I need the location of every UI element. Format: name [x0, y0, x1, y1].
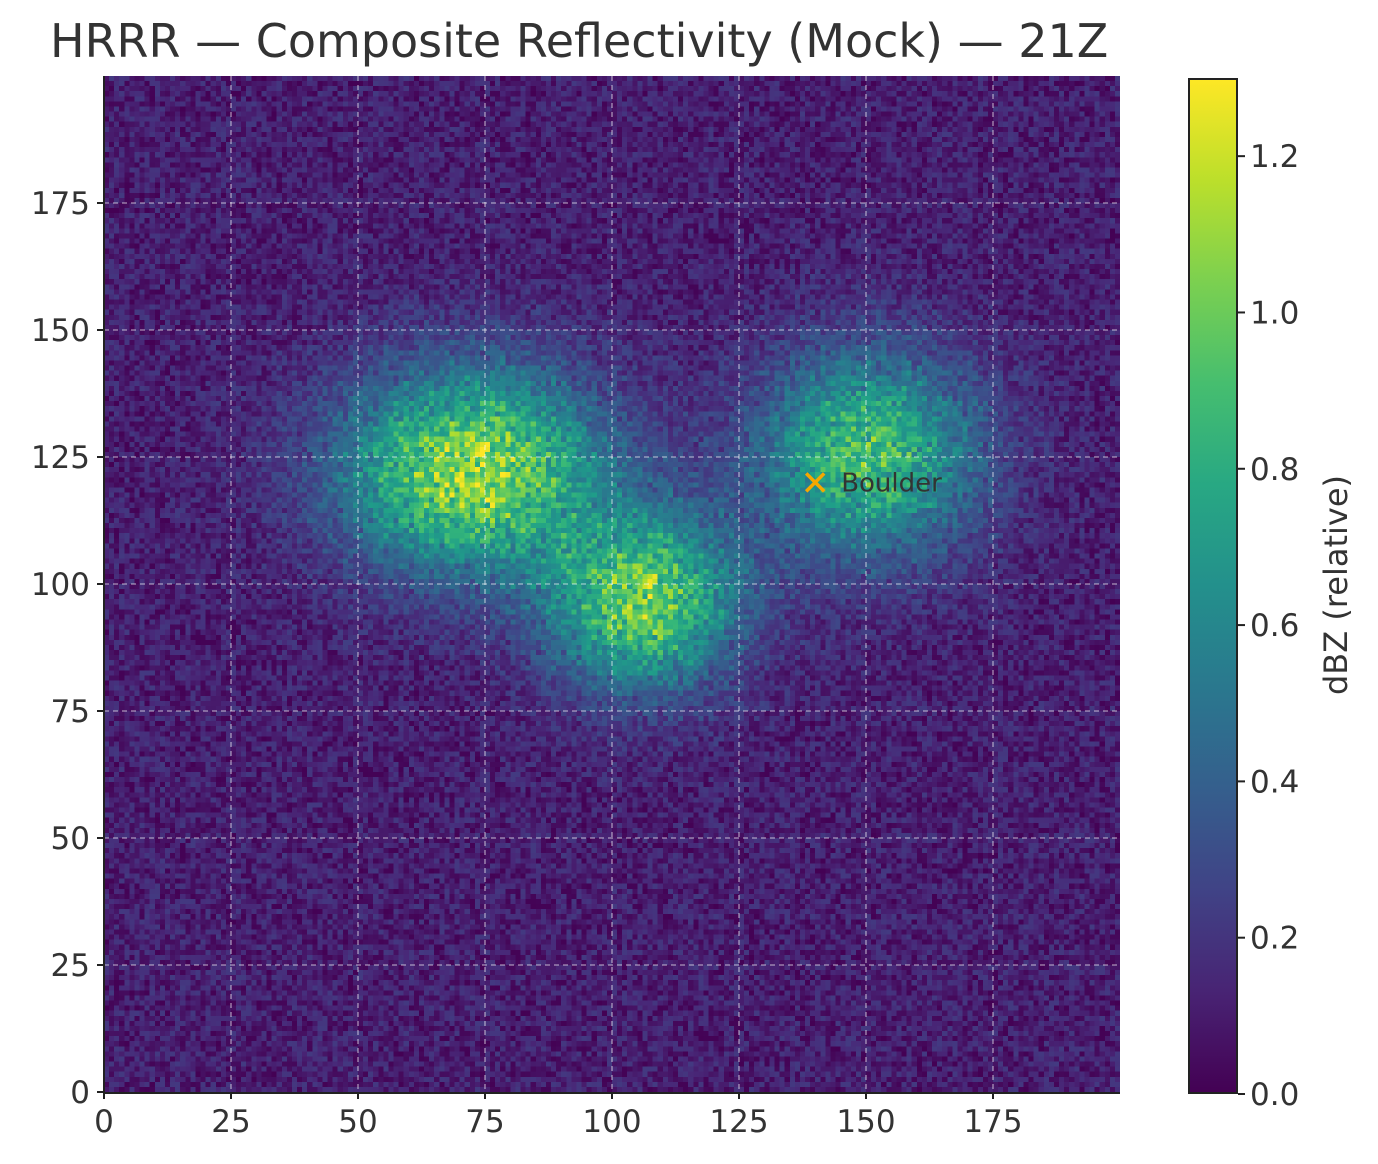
y-tick-label: 50 — [51, 821, 90, 857]
x-axis-ticks: 0 25 50 75 100 125 150 175 — [94, 1092, 1023, 1140]
x-tick-label: 100 — [582, 1104, 641, 1140]
x-tick-label: 125 — [709, 1104, 768, 1140]
y-tick-label: 0 — [70, 1075, 90, 1111]
location-label: Boulder — [841, 468, 942, 498]
y-axis-ticks: 0 25 50 75 100 125 150 175 — [31, 186, 104, 1111]
y-tick-label: 175 — [31, 186, 90, 222]
location-marker — [804, 472, 826, 493]
x-tick-label: 150 — [836, 1104, 895, 1140]
grid-lines — [104, 76, 1120, 1092]
y-tick-label: 150 — [31, 313, 90, 349]
x-tick-label: 0 — [94, 1104, 114, 1140]
x-tick-label: 75 — [465, 1104, 504, 1140]
colorbar-tick-label: 0.2 — [1250, 921, 1299, 957]
x-tick-label: 175 — [963, 1104, 1022, 1140]
colorbar-tick-label: 0.4 — [1250, 764, 1299, 800]
chart-title: HRRR — Composite Reflectivity (Mock) — 2… — [50, 14, 1109, 68]
y-tick-label: 100 — [31, 567, 90, 603]
colorbar-tick-label: 0.8 — [1250, 452, 1299, 488]
x-tick-label: 50 — [338, 1104, 377, 1140]
y-tick-label: 75 — [51, 694, 90, 730]
y-tick-label: 25 — [51, 948, 90, 984]
colorbar-ticks: 0.0 0.2 0.4 0.6 0.8 1.0 1.2 — [1238, 139, 1299, 1113]
x-tick-label: 25 — [211, 1104, 250, 1140]
y-tick-label: 125 — [31, 440, 90, 476]
colorbar — [1188, 78, 1238, 1094]
colorbar-tick-label: 0.0 — [1250, 1077, 1299, 1113]
annotations: Boulder — [804, 468, 942, 498]
colorbar-tick-label: 0.6 — [1250, 608, 1299, 644]
colorbar-tick-label: 1.2 — [1250, 139, 1299, 175]
colorbar-tick-label: 1.0 — [1250, 295, 1299, 331]
